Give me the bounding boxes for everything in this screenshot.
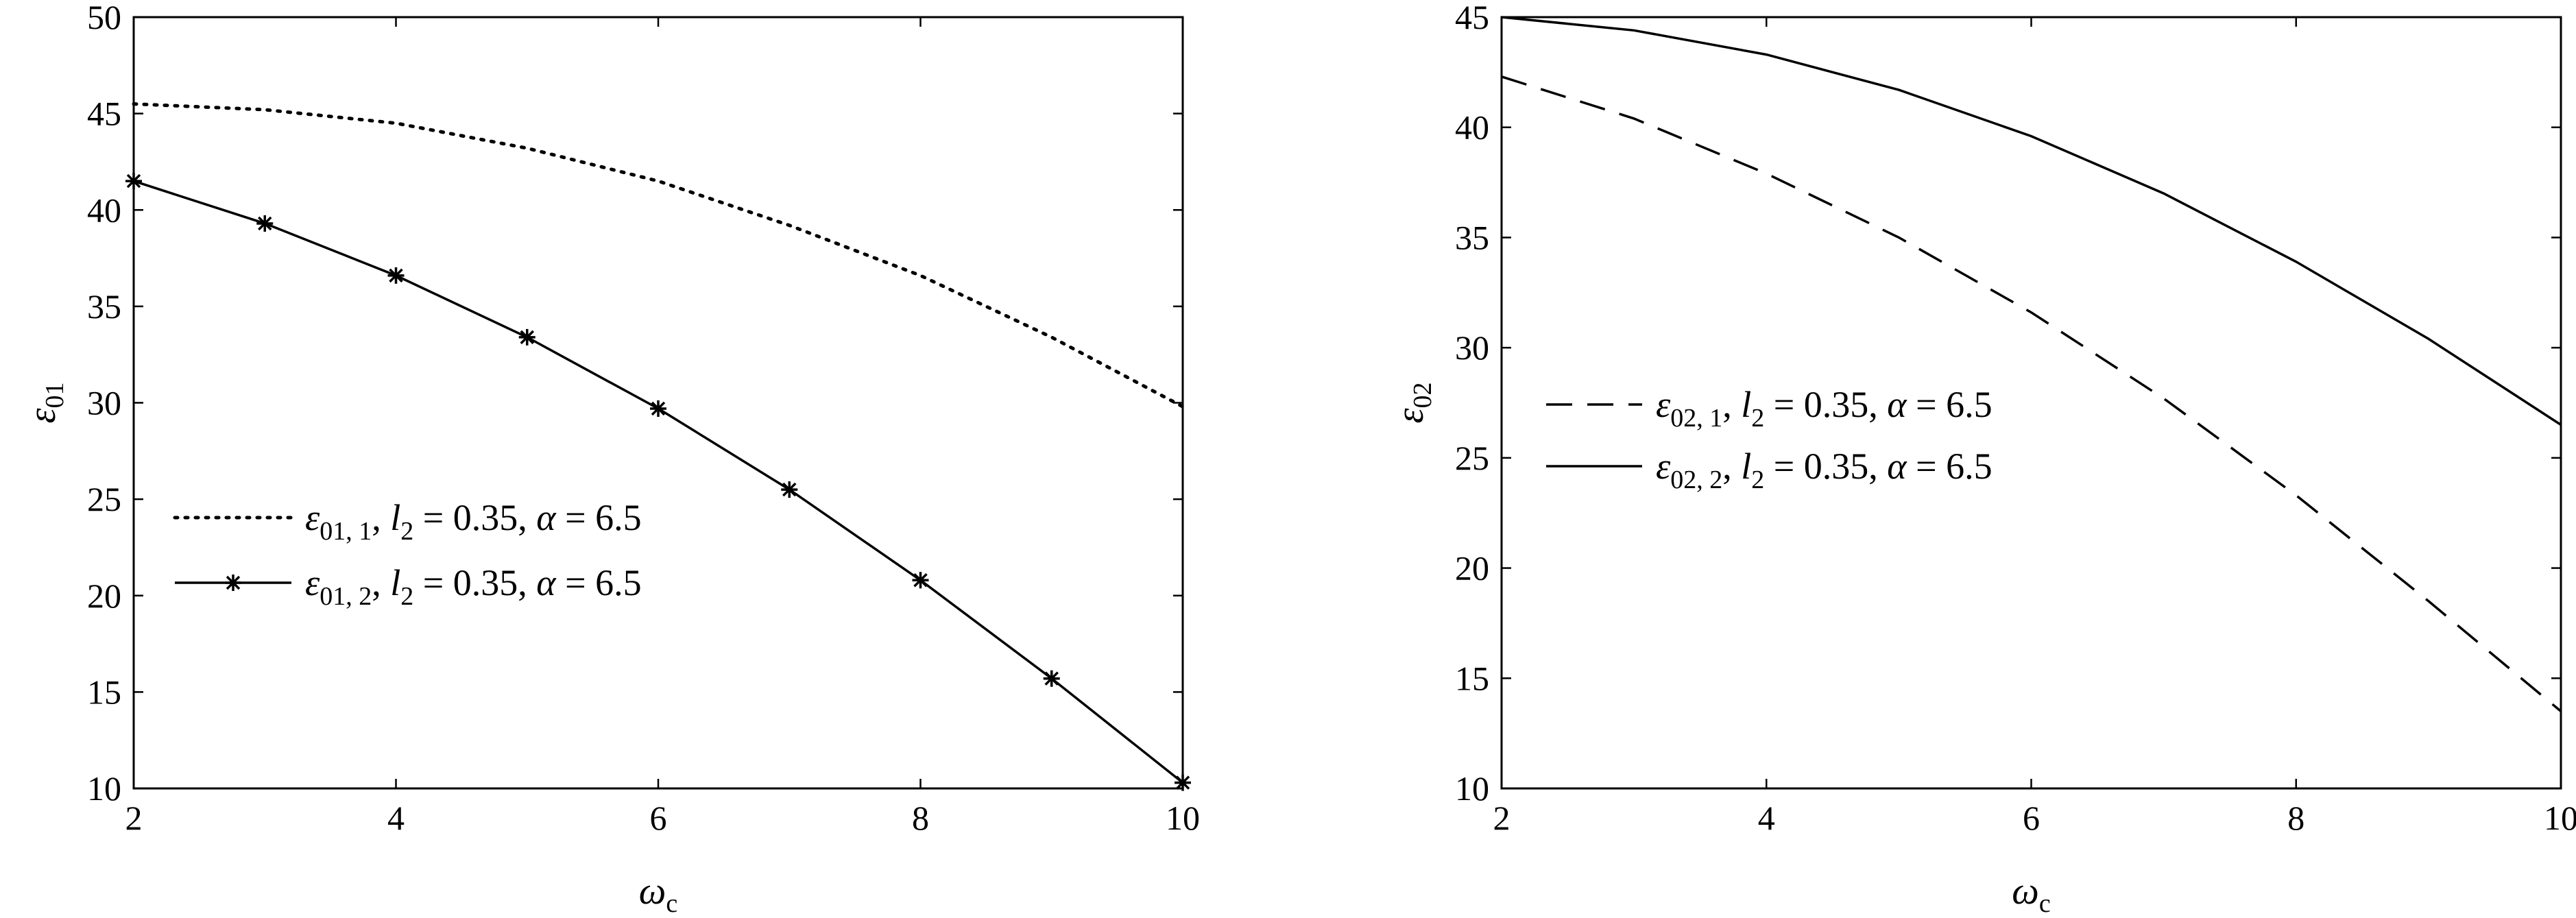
- chart-2: 2 4 6 8 10 10 15 20 25 30 35 40 45 ωc ε02 ε02, 1, l2 = …: [1389, 0, 2576, 918]
- data-point-marker: [387, 267, 405, 284]
- y-tick-label: 10: [1455, 769, 1489, 808]
- y-tick-label: 40: [1455, 108, 1489, 147]
- x-tick-label: 6: [650, 799, 667, 837]
- series-line-2: [1501, 16, 2562, 426]
- x-tick-label: 8: [912, 799, 929, 837]
- data-point-marker: [1043, 670, 1060, 687]
- series-line-2: [133, 180, 1184, 784]
- y-tick-label: 35: [87, 287, 121, 326]
- y-tick-label: 40: [87, 191, 121, 229]
- x-tick-label: 10: [1166, 799, 1200, 837]
- y-tick-label: 50: [87, 0, 121, 36]
- y-axis-label: ε02: [1389, 382, 1437, 423]
- x-tick-label: 2: [125, 799, 143, 837]
- legend-entry-1: ε02, 1, l2 = 0.35, α = 6.5: [1656, 384, 1993, 433]
- chart-1: 2 4 6 8 10 10 15 20 25 30 35 40 45 50 ωc ε01 ε01, 1, l2 …: [21, 0, 1200, 918]
- x-tick-label: 2: [1493, 799, 1510, 837]
- x-axis-label: ωc: [639, 870, 677, 918]
- legend-entry-1: ε01, 1, l2 = 0.35, α = 6.5: [305, 497, 642, 546]
- legend-entry-2: ε02, 2, l2 = 0.35, α = 6.5: [1656, 446, 1993, 494]
- data-point-marker: [781, 481, 798, 498]
- y-tick-label: 15: [87, 673, 121, 711]
- y-tick-label: 10: [87, 769, 121, 808]
- x-tick-label: 4: [1758, 799, 1775, 837]
- data-point-marker: [912, 572, 929, 589]
- x-tick-label: 10: [2544, 799, 2576, 837]
- series-line-1: [132, 102, 1185, 409]
- data-point-marker: [1175, 774, 1191, 791]
- y-tick-label: 20: [1455, 549, 1489, 588]
- data-point-marker: [256, 215, 274, 232]
- y-axis-label: ε01: [21, 382, 69, 423]
- legend-entry-2: ε01, 2, l2 = 0.35, α = 6.5: [305, 562, 642, 611]
- x-tick-label: 4: [387, 799, 405, 837]
- legend-marker: [225, 575, 241, 591]
- x-tick-label: 6: [2023, 799, 2040, 837]
- data-point-marker: [518, 328, 535, 346]
- data-point-marker: [125, 173, 142, 190]
- y-tick-label: 45: [87, 95, 121, 133]
- y-tick-label: 45: [1455, 0, 1489, 36]
- y-tick-label: 35: [1455, 218, 1489, 256]
- x-tick-label: 8: [2287, 799, 2304, 837]
- y-tick-label: 30: [87, 384, 121, 422]
- y-tick-label: 30: [1455, 328, 1489, 367]
- y-tick-label: 15: [1455, 659, 1489, 697]
- data-point-marker: [650, 400, 666, 417]
- x-axis-label: ωc: [2012, 870, 2050, 918]
- series-line-1: [1501, 75, 2562, 712]
- y-tick-label: 25: [1455, 439, 1489, 477]
- y-tick-label: 25: [87, 480, 121, 518]
- y-tick-label: 20: [87, 577, 121, 615]
